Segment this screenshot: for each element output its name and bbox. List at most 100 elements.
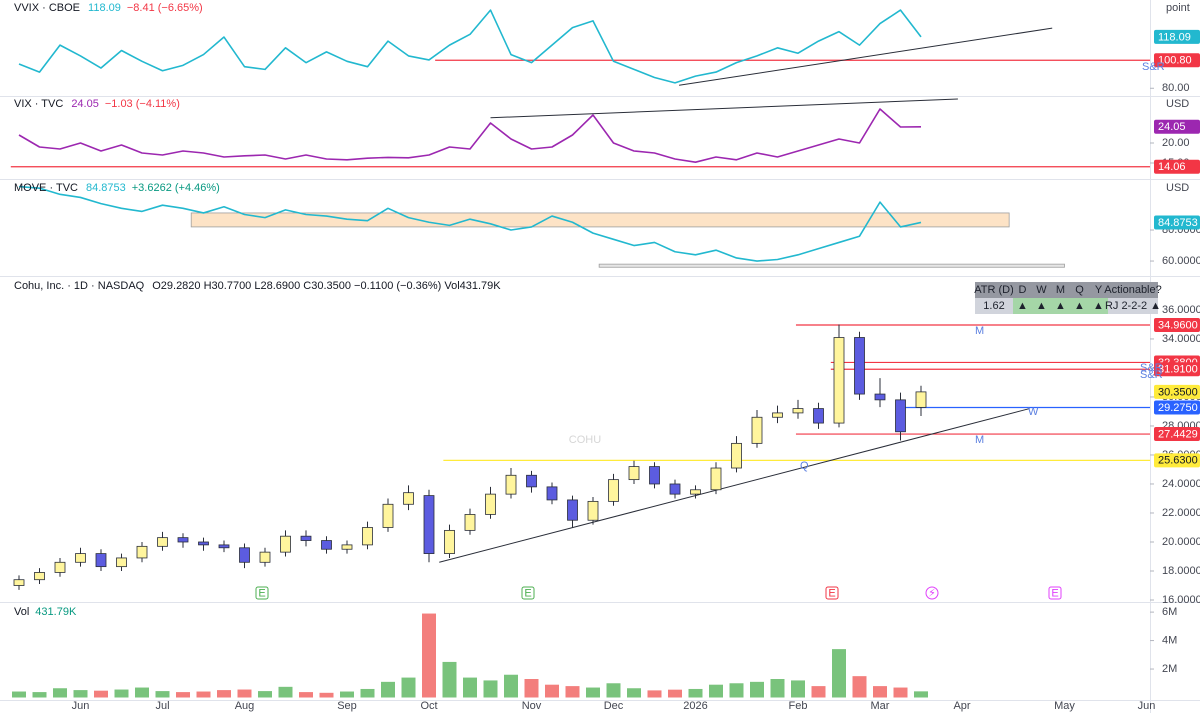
volume-bar: [53, 688, 67, 698]
x-tick-label: Nov: [522, 700, 542, 712]
y-tick-label: 2M: [1162, 663, 1177, 675]
candle-body: [772, 412, 783, 418]
annotation: W: [1028, 406, 1039, 418]
candle-body: [751, 416, 763, 444]
legend-change: −1.03 (−4.11%): [105, 98, 180, 110]
volume-bar: [135, 687, 149, 698]
table-header: M: [1056, 284, 1065, 296]
table-value: 1.62: [983, 300, 1004, 312]
annotation: S&R: [1142, 61, 1165, 73]
x-tick-label: 2026: [683, 700, 707, 712]
y-tick-label: 6M: [1162, 606, 1177, 618]
candle-body: [300, 535, 312, 541]
annotation: M: [975, 325, 984, 337]
y-tick-label: 16.0000: [1162, 594, 1200, 606]
table-header-cell: [1070, 282, 1089, 298]
candle-body: [833, 337, 845, 424]
candle-body: [54, 561, 66, 573]
table-value: ▲: [1055, 300, 1066, 312]
y-tick-label: 22.0000: [1162, 507, 1200, 519]
table-value: ▲: [1093, 300, 1104, 312]
trend-line: [679, 27, 1053, 86]
volume-bar: [299, 692, 313, 698]
table-cell: [1032, 298, 1051, 314]
level-badge-bg: [1154, 453, 1200, 468]
volume-bar: [340, 691, 354, 698]
candle-body: [13, 579, 25, 586]
volume-bar: [463, 677, 477, 698]
volume-bar: [319, 692, 334, 698]
candle-body: [567, 499, 578, 521]
level-badge: 25.6300: [1158, 455, 1198, 467]
volume-bar: [196, 691, 211, 698]
volume-bar: [442, 661, 457, 698]
legend-name: Vol: [14, 606, 29, 618]
volume-bar: [32, 692, 47, 698]
y-tick-label: 24.0000: [1162, 478, 1200, 490]
candle-body: [34, 572, 45, 581]
table-cell: [1070, 298, 1089, 314]
x-tick-label: Oct: [420, 700, 437, 712]
event-label: E: [524, 587, 531, 599]
y-tick-label: 80.00: [1162, 82, 1190, 94]
x-tick-label: Sep: [337, 700, 357, 712]
event-marker: [925, 586, 939, 600]
candle-body: [669, 483, 681, 495]
volume-bar: [217, 690, 231, 698]
candle-body: [75, 553, 86, 563]
legend-name: MOVE · TVC: [14, 182, 78, 194]
volume-bar: [155, 691, 170, 698]
table-cell: [1089, 298, 1108, 314]
axis-unit: point: [1166, 2, 1190, 14]
legend-name: VVIX · CBOE: [14, 2, 80, 14]
candle-body: [895, 399, 906, 433]
level-badge: 14.06: [1158, 161, 1186, 173]
volume-bar: [524, 679, 539, 698]
candle-body: [198, 541, 209, 546]
event-label: E: [828, 587, 835, 599]
candle-body: [649, 466, 660, 485]
table-value: ▲: [1036, 300, 1047, 312]
volume-bar: [668, 689, 682, 698]
event-marker: [521, 586, 535, 600]
level-badge-bg: [1154, 318, 1200, 333]
x-tick-label: Dec: [604, 700, 624, 712]
price-badge: 30.3500: [1158, 386, 1198, 398]
legend: VIX · TVC 24.05 −1.03 (−4.11%): [14, 98, 180, 110]
y-tick-label: 36.0000: [1162, 304, 1200, 316]
legend-value: 84.8753: [86, 182, 126, 194]
table-header-cell: [1051, 282, 1070, 298]
table-value: ▲: [1017, 300, 1028, 312]
candle-body: [321, 540, 332, 550]
event-label: E: [258, 587, 265, 599]
volume-bar: [852, 676, 867, 698]
axis-unit: USD: [1166, 98, 1189, 110]
x-tick-label: Mar: [871, 700, 890, 712]
last-value-badge-bg: [1154, 119, 1200, 134]
event-label: E: [1051, 587, 1058, 599]
volume-bar: [750, 681, 764, 698]
level-badge-bg: [1154, 53, 1200, 68]
candle-body: [116, 557, 127, 568]
candle-body: [505, 474, 517, 495]
legend: VVIX · CBOE 118.09 −8.41 (−6.65%): [14, 2, 203, 14]
level-badge-bg: [1154, 427, 1200, 442]
candle-body: [731, 442, 742, 469]
volume-bar: [360, 688, 375, 698]
table-header: Actionable?: [1104, 284, 1162, 296]
table-header-cell: [1032, 282, 1051, 298]
legend-value: 118.09: [88, 2, 121, 14]
volume-bar: [606, 683, 621, 698]
event-marker: [825, 586, 839, 600]
table-header: D: [1019, 284, 1027, 296]
volume-bar: [791, 680, 805, 698]
axis-unit: USD: [1166, 182, 1189, 194]
volume-bar: [422, 613, 436, 698]
volume-bar: [278, 686, 293, 698]
candle-body: [587, 500, 599, 521]
volume-bar: [688, 688, 703, 698]
table-cell: [1108, 298, 1158, 314]
legend-ohlc: O29.2820 H30.7700 L28.6900 C30.3500 −0.1…: [152, 280, 501, 292]
legend-change: −8.41 (−6.65%): [127, 2, 203, 14]
